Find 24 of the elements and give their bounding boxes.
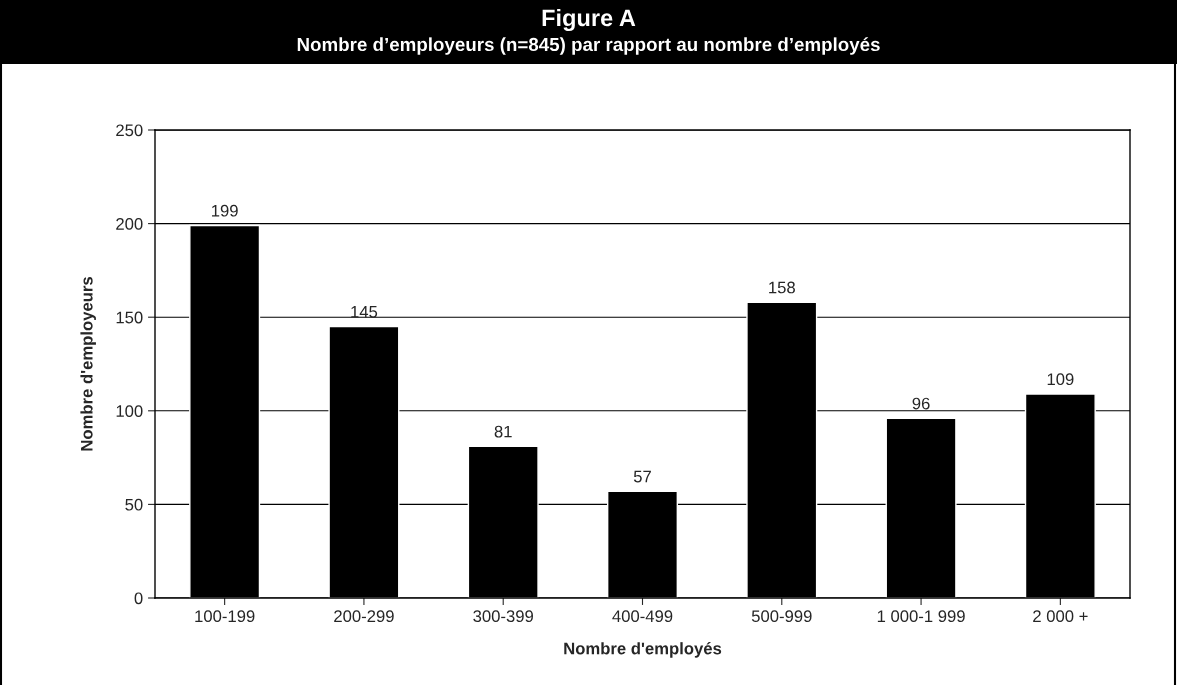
- x-axis-title: Nombre d'employés: [564, 642, 722, 658]
- data-label: 145: [351, 306, 378, 318]
- x-tick-label: 400-499: [612, 610, 673, 623]
- x-tick-label: 2 000 +: [1033, 610, 1088, 623]
- y-axis-title: Nombre d'employeurs: [80, 277, 96, 451]
- chart-subtitle: Nombre d’employeurs (n=845) par rapport au nombre d’employés: [297, 37, 880, 55]
- data-label: 199: [212, 204, 238, 217]
- data-label: 57: [633, 470, 651, 483]
- y-tick-label: 100: [116, 405, 143, 417]
- data-label: 158: [769, 281, 795, 294]
- y-tick-label: 200: [116, 218, 143, 230]
- x-tick-label: 500-999: [751, 610, 812, 623]
- data-label: 109: [1047, 373, 1074, 386]
- data-label: 81: [494, 425, 512, 438]
- y-tick-label: 150: [116, 311, 143, 324]
- x-tick-label: 200-299: [334, 610, 394, 623]
- data-label: 96: [912, 397, 930, 410]
- x-tick-label: 1 000-1 999: [877, 610, 965, 623]
- y-tick-label: 50: [125, 498, 143, 511]
- x-tick-label: 100-199: [195, 610, 255, 623]
- y-tick-label: 250: [116, 124, 143, 137]
- x-tick-label: 300-399: [473, 610, 534, 623]
- y-tick-label: 0: [134, 592, 143, 605]
- chart-title: Figure A: [542, 8, 636, 32]
